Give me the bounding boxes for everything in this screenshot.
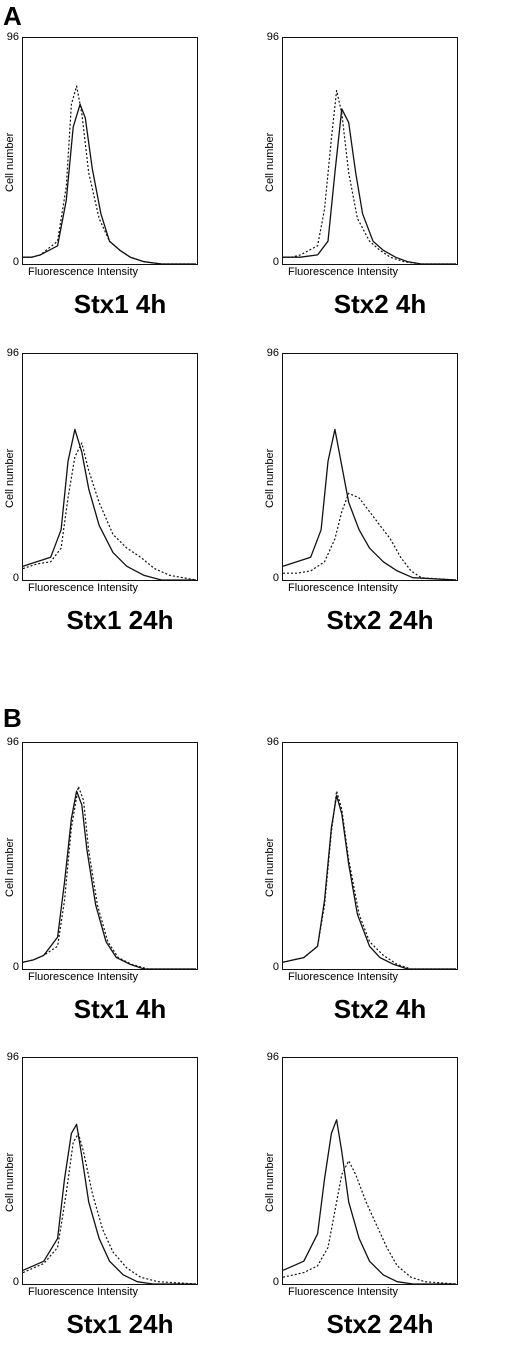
y-tick-label: 0 (272, 1276, 279, 1288)
y-axis-label: Cell number (4, 1152, 16, 1212)
plot-frame (22, 353, 198, 581)
y-axis-label: Cell number (264, 448, 276, 508)
histogram-series-dotted (282, 790, 456, 970)
x-axis-label: Fluorescence Intensity (28, 971, 139, 983)
x-axis-label: Fluorescence Intensity (288, 1286, 399, 1298)
y-axis-label: Cell number (4, 132, 16, 192)
histogram-panel: 96 0 Cell number Fluorescence Intensity Stx2… (260, 735, 500, 1035)
histogram-panel: 96 0 Cell number Fluorescence Intensity Stx2… (260, 1050, 500, 1350)
y-tick-label: 0 (12, 256, 19, 268)
chart-caption: Stx2 24h (326, 605, 434, 635)
y-axis-label: Cell number (4, 837, 16, 897)
histogram-series-dotted (22, 1132, 197, 1285)
plot-frame (282, 742, 458, 970)
y-tick-label: 96 (6, 736, 19, 748)
plot-frame (282, 1057, 458, 1285)
histogram-panel: 96 0 Cell number Fluorescence Intensity Stx2… (260, 30, 500, 330)
histogram-series-solid (22, 1123, 196, 1285)
y-tick-label: 0 (12, 572, 19, 584)
histogram-plot (22, 37, 198, 265)
y-tick-label: 96 (266, 1051, 279, 1063)
chart-caption: Stx1 24h (66, 1309, 174, 1339)
histogram-panel: 96 0 Cell number Fluorescence Intensity Stx1… (0, 30, 240, 330)
y-tick-label: 96 (6, 347, 19, 359)
histogram-series-dotted (22, 442, 197, 581)
chart-caption: Stx1 4h (73, 289, 167, 319)
plot-frame (282, 37, 458, 265)
y-tick-label: 96 (266, 31, 279, 43)
y-tick-label: 96 (266, 347, 279, 359)
chart-caption: Stx2 4h (333, 289, 427, 319)
histogram-series-solid (282, 794, 456, 970)
histogram-series-solid (282, 1119, 456, 1285)
histogram-plot (282, 742, 458, 970)
y-tick-label: 0 (272, 961, 279, 973)
histogram-plot (282, 353, 458, 581)
y-axis-label: Cell number (264, 1152, 276, 1212)
y-axis-label: Cell number (264, 132, 276, 192)
y-tick-label: 96 (266, 736, 279, 748)
histogram-series-solid (23, 103, 196, 265)
histogram-plot (282, 37, 458, 265)
histogram-panel: 96 0 Cell number Fluorescence Intensity Stx1… (0, 735, 240, 1035)
plot-frame (22, 742, 198, 970)
histogram-panel: 96 0 Cell number Fluorescence Intensity Stx1… (0, 1050, 240, 1350)
histogram-plot (22, 353, 198, 581)
histogram-series-dotted (282, 1160, 457, 1285)
histogram-series-solid (283, 108, 456, 265)
y-tick-label: 96 (6, 31, 19, 43)
chart-caption: Stx1 4h (73, 994, 167, 1024)
histogram-series-dotted (23, 85, 196, 265)
plot-frame (22, 37, 198, 265)
y-axis-label: Cell number (4, 448, 16, 508)
histogram-panel: 96 0 Cell number Fluorescence Intensity Stx1… (0, 346, 240, 646)
y-tick-label: 0 (12, 1276, 19, 1288)
x-axis-label: Fluorescence Intensity (288, 582, 399, 594)
histogram-series-dotted (283, 492, 457, 581)
x-axis-label: Fluorescence Intensity (288, 971, 399, 983)
histogram-series-solid (22, 428, 196, 581)
histogram-plot (22, 742, 198, 970)
histogram-series-solid (22, 790, 196, 970)
histogram-series-solid (282, 428, 457, 581)
histogram-series-dotted (22, 785, 196, 970)
histogram-plot (282, 1057, 458, 1285)
panel-letter-b: B (3, 703, 22, 733)
chart-caption: Stx1 24h (66, 605, 174, 635)
plot-frame (282, 353, 458, 581)
x-axis-label: Fluorescence Intensity (288, 266, 399, 278)
y-tick-label: 96 (6, 1051, 19, 1063)
x-axis-label: Fluorescence Intensity (28, 266, 139, 278)
histogram-panel: 96 0 Cell number Fluorescence Intensity Stx2… (260, 346, 500, 646)
plot-frame (22, 1057, 198, 1285)
chart-caption: Stx2 4h (333, 994, 427, 1024)
x-axis-label: Fluorescence Intensity (28, 1286, 139, 1298)
y-axis-label: Cell number (264, 837, 276, 897)
y-tick-label: 0 (12, 961, 19, 973)
x-axis-label: Fluorescence Intensity (28, 582, 139, 594)
panel-letter-a: A (3, 1, 22, 31)
chart-caption: Stx2 24h (326, 1309, 434, 1339)
histogram-series-dotted (283, 89, 456, 265)
histogram-plot (22, 1057, 198, 1285)
y-tick-label: 0 (272, 256, 279, 268)
y-tick-label: 0 (272, 572, 279, 584)
